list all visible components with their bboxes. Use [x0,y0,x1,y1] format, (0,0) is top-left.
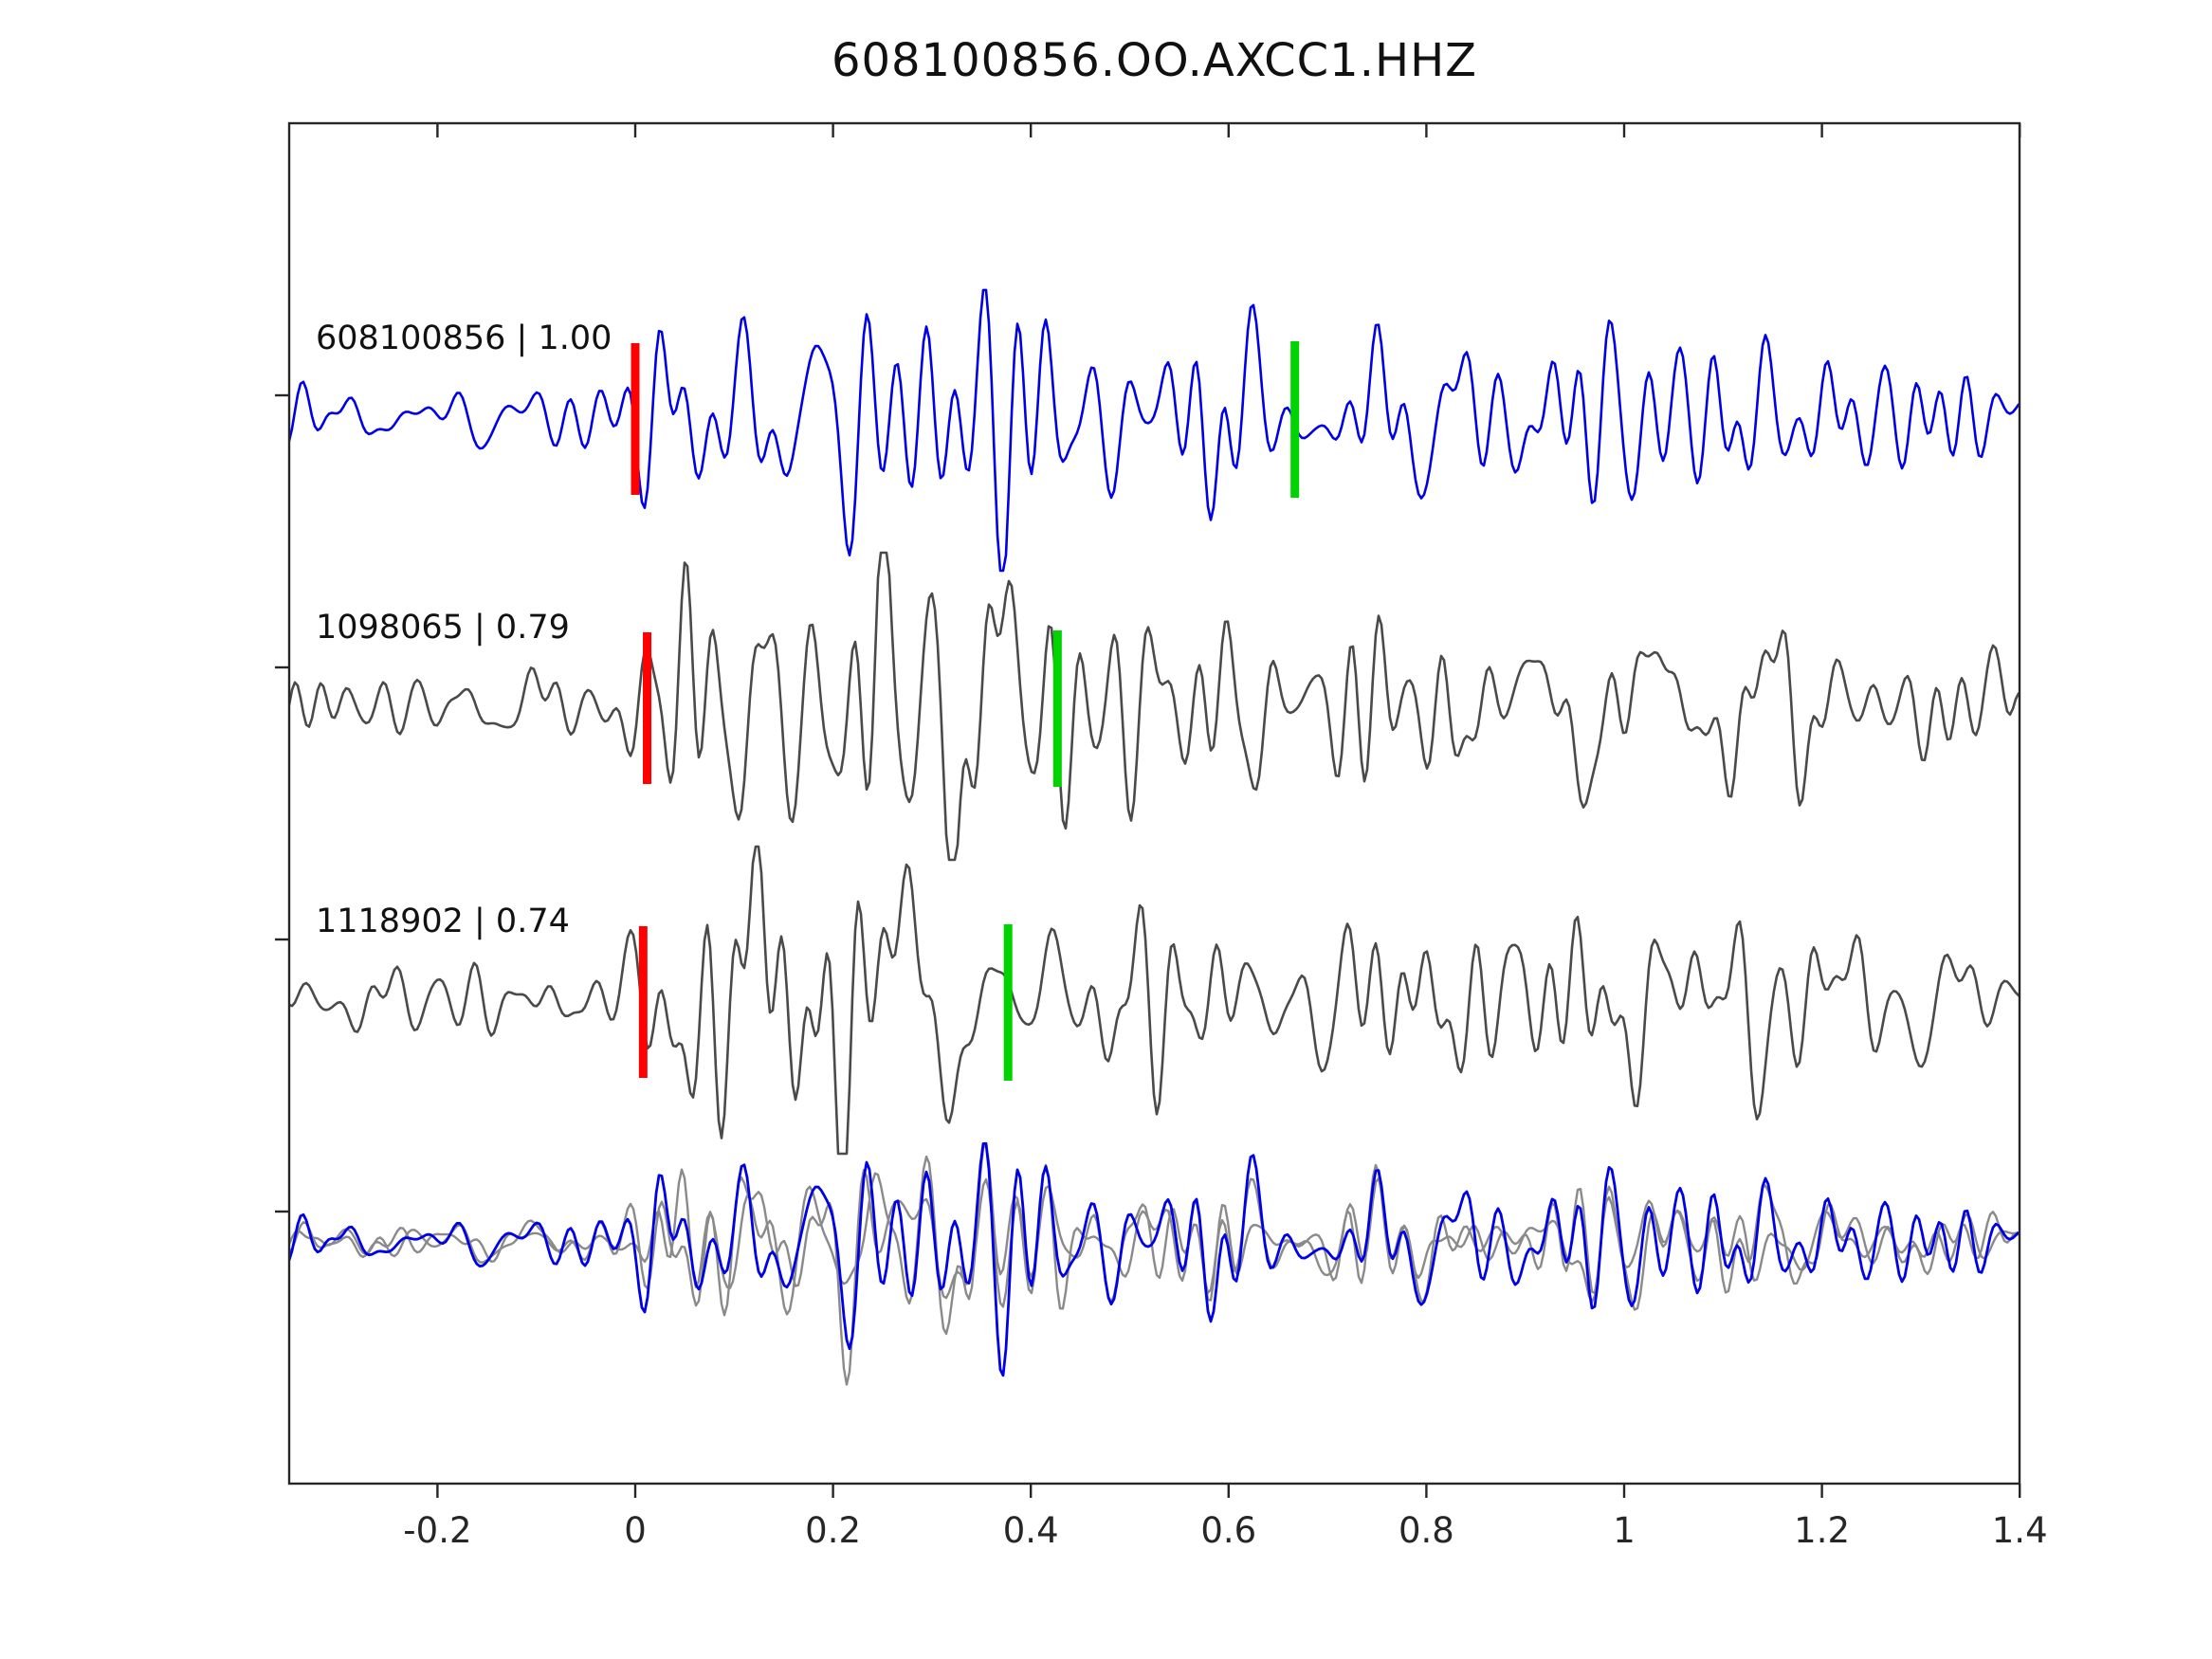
x-tick-label: 0.4 [1003,1510,1059,1551]
x-tick-label: 0 [624,1510,647,1551]
waveforms-group [289,288,2020,1386]
chart-title: 608100856.OO.AXCC1.HHZ [831,34,1478,87]
trace-label-608100856: 608100856 | 1.00 [316,319,612,357]
x-tick-label: -0.2 [403,1510,471,1551]
x-tick-label: 1.4 [1992,1510,2048,1551]
waveform-1098065 [289,551,2020,862]
x-tick-label: 1.2 [1794,1510,1850,1551]
trace-label-1118902: 1118902 | 0.74 [316,902,570,940]
overlay-waveform-blue [289,1141,2020,1377]
waveform-1118902 [289,845,2020,1156]
x-tick-label: 1 [1613,1510,1636,1551]
trace-label-1098065: 1098065 | 0.79 [316,609,570,647]
x-tick-label: 0.2 [805,1510,861,1551]
axes-frame [287,121,2021,1486]
pick-markers-group [631,341,1300,1081]
x-tick-label: 0.6 [1200,1510,1256,1551]
x-tick-label: 0.8 [1398,1510,1454,1551]
waveform-608100856 [289,288,2020,573]
